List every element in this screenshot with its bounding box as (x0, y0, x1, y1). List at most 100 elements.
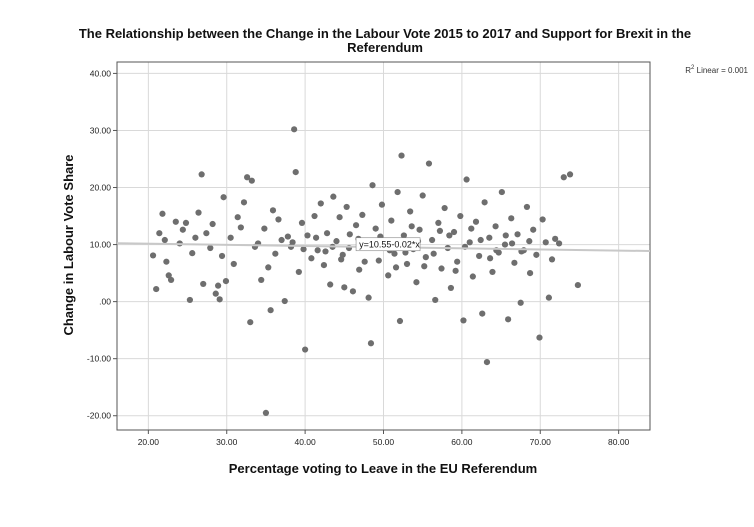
r-squared-label: R2 Linear = 0.001 (685, 65, 748, 75)
data-point (149, 252, 157, 259)
y-tick-label: -20.00 (87, 411, 111, 421)
data-point (300, 246, 307, 253)
data-point (505, 316, 512, 323)
data-point (481, 199, 488, 206)
data-point (314, 247, 321, 254)
data-point (432, 296, 439, 304)
data-point (452, 267, 459, 274)
data-point (392, 264, 400, 271)
data-point (230, 260, 237, 268)
data-point (244, 174, 251, 181)
data-point (487, 255, 494, 262)
data-point (317, 200, 324, 207)
data-point (408, 223, 415, 230)
data-point (323, 230, 331, 237)
data-point (343, 203, 350, 211)
data-point (454, 258, 461, 265)
data-point (378, 201, 386, 208)
y-tick-label: -10.00 (87, 354, 111, 364)
data-point (489, 268, 496, 276)
data-point (419, 192, 426, 199)
data-point (209, 220, 216, 228)
data-point (514, 231, 521, 238)
data-point (508, 240, 516, 247)
data-point (341, 284, 348, 291)
data-point (269, 207, 277, 214)
data-point (552, 235, 559, 242)
x-tick-label: 60.00 (451, 437, 473, 447)
data-point (248, 177, 255, 184)
data-point (472, 218, 480, 225)
x-tick-label: 70.00 (530, 437, 552, 447)
data-point (272, 250, 279, 257)
x-axis-label: Percentage voting to Leave in the EU Ref… (229, 461, 537, 476)
data-point (416, 226, 423, 233)
data-point (281, 297, 288, 305)
data-point (422, 254, 429, 261)
data-point (560, 174, 567, 181)
data-point (215, 282, 222, 289)
y-tick-label: 10.00 (90, 240, 112, 250)
data-point (413, 279, 420, 286)
data-point (220, 194, 227, 201)
x-axis: 20.00 30.00 40.00 50.00 60.00 70.00 80.00 (138, 430, 630, 447)
y-axis: -20.00 -10.00 .00 10.00 20.00 30.00 40.00 (87, 68, 117, 421)
data-point (247, 319, 254, 326)
data-point (447, 284, 455, 292)
data-point (295, 268, 302, 276)
data-point (195, 209, 202, 216)
data-point (161, 236, 168, 244)
data-point (207, 244, 214, 252)
data-point (566, 171, 574, 178)
data-point (311, 212, 318, 220)
data-point (545, 294, 552, 301)
data-point (372, 225, 379, 232)
r-squared-suffix: Linear = 0.001 (694, 66, 748, 75)
data-point (396, 317, 404, 325)
data-point (179, 226, 186, 233)
data-point (338, 256, 345, 263)
data-point (463, 176, 470, 183)
data-point (398, 152, 405, 159)
data-point (308, 255, 315, 262)
data-point (322, 248, 329, 255)
data-point (533, 251, 540, 258)
data-point (234, 214, 241, 221)
data-point (492, 223, 499, 230)
y-tick-label: 30.00 (90, 125, 112, 135)
data-point (284, 233, 291, 240)
data-point (327, 281, 334, 288)
data-point (349, 288, 357, 295)
data-point (375, 257, 382, 264)
data-point (435, 219, 442, 226)
x-tick-label: 50.00 (373, 437, 395, 447)
data-point (542, 239, 549, 246)
data-point (421, 263, 428, 270)
data-point (391, 250, 398, 257)
data-point (403, 260, 411, 268)
data-point (498, 188, 505, 196)
data-point (222, 277, 230, 285)
data-point (333, 238, 340, 245)
data-point (330, 193, 337, 200)
data-point (186, 296, 193, 304)
data-points (149, 126, 581, 416)
data-point (483, 359, 491, 366)
data-point (200, 280, 207, 288)
data-point (203, 230, 210, 237)
data-point (430, 250, 437, 257)
data-point (438, 265, 445, 272)
data-point (425, 160, 433, 167)
data-point (261, 225, 268, 232)
data-point (555, 240, 563, 247)
data-point (227, 234, 234, 241)
data-point (275, 216, 282, 223)
data-point (530, 226, 537, 233)
chart-title-line-1: The Relationship between the Change in t… (79, 26, 691, 41)
data-point (172, 218, 179, 225)
data-point (336, 214, 343, 221)
data-point (486, 234, 493, 241)
chart-title-line-2: Referendum (347, 40, 423, 55)
x-tick-label: 30.00 (216, 437, 238, 447)
